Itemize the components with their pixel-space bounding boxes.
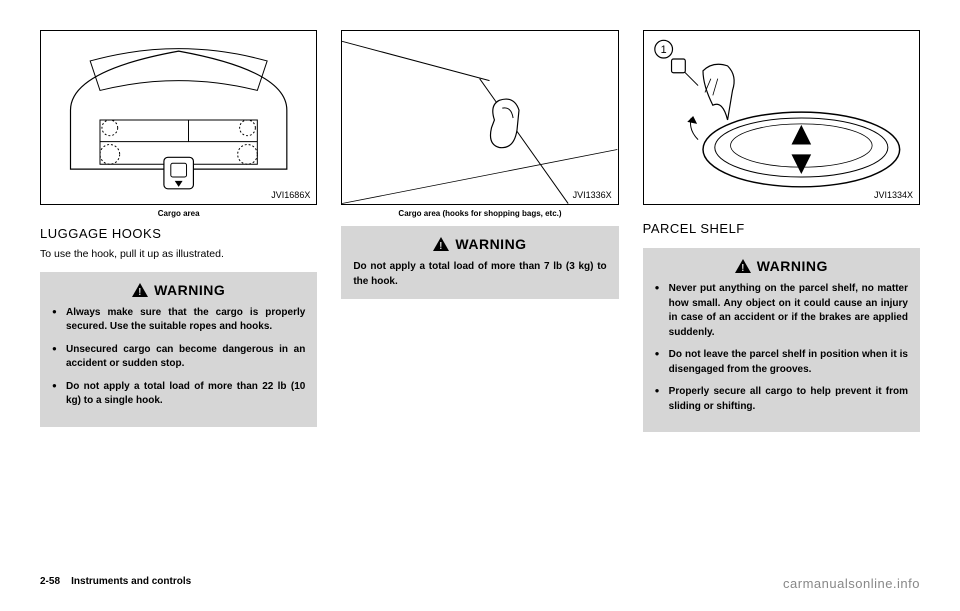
figure-shopping-hook: JVI1336X	[341, 30, 618, 205]
cargo-hatch-illustration	[41, 31, 316, 204]
watermark: carmanualsonline.info	[783, 576, 920, 591]
warning-item: Properly secure all cargo to help preven…	[655, 385, 908, 414]
page-footer: 2-58 Instruments and controls carmanuals…	[40, 576, 920, 591]
warning-label: WARNING	[455, 236, 526, 252]
warning-item: Never put anything on the parcel shelf, …	[655, 282, 908, 340]
warning-label: WARNING	[154, 282, 225, 298]
svg-text:!: !	[741, 263, 745, 273]
warning-heading: ! WARNING	[353, 236, 606, 252]
page-number: 2-58	[40, 576, 60, 587]
figure-parcel-shelf: 1 JVI1334X	[643, 30, 920, 205]
warning-triangle-icon: !	[132, 283, 148, 297]
figure-id: JVI1336X	[573, 190, 612, 200]
warning-item: Unsecured cargo can become dangerous in …	[52, 343, 305, 372]
footer-left: 2-58 Instruments and controls	[40, 576, 191, 591]
warning-item: Do not leave the parcel shelf in positio…	[655, 348, 908, 377]
warning-item: Do not apply a total load of more than 2…	[52, 380, 305, 409]
column-1: JVI1686X Cargo area LUGGAGE HOOKS To use…	[40, 30, 317, 570]
section-heading-parcel-shelf: PARCEL SHELF	[643, 221, 920, 236]
figure-caption: Cargo area	[40, 209, 317, 218]
hook-closeup-illustration	[342, 31, 617, 204]
warning-item: Always make sure that the cargo is prope…	[52, 306, 305, 335]
warning-heading: ! WARNING	[52, 282, 305, 298]
section-heading-luggage-hooks: LUGGAGE HOOKS	[40, 226, 317, 241]
figure-caption: Cargo area (hooks for shopping bags, etc…	[341, 209, 618, 218]
warning-triangle-icon: !	[735, 259, 751, 273]
warning-text: Do not apply a total load of more than 7…	[353, 260, 606, 289]
warning-heading: ! WARNING	[655, 258, 908, 274]
warning-list: Always make sure that the cargo is prope…	[52, 306, 305, 409]
warning-triangle-icon: !	[433, 237, 449, 251]
warning-list: Never put anything on the parcel shelf, …	[655, 282, 908, 414]
svg-text:!: !	[439, 241, 443, 251]
column-3: 1 JVI1334X PARCEL SHELF !	[643, 30, 920, 570]
warning-label: WARNING	[757, 258, 828, 274]
svg-text:!: !	[138, 287, 142, 297]
svg-text:1: 1	[660, 44, 666, 56]
body-text: To use the hook, pull it up as illustrat…	[40, 247, 317, 262]
warning-box-3: ! WARNING Never put anything on the parc…	[643, 248, 920, 432]
page-columns: JVI1686X Cargo area LUGGAGE HOOKS To use…	[40, 30, 920, 570]
figure-id: JVI1686X	[271, 190, 310, 200]
figure-id: JVI1334X	[874, 190, 913, 200]
footer-section: Instruments and controls	[71, 576, 191, 587]
column-2: JVI1336X Cargo area (hooks for shopping …	[341, 30, 618, 570]
parcel-shelf-illustration: 1	[644, 31, 919, 204]
warning-box-1: ! WARNING Always make sure that the carg…	[40, 272, 317, 427]
figure-cargo-area: JVI1686X	[40, 30, 317, 205]
warning-box-2: ! WARNING Do not apply a total load of m…	[341, 226, 618, 299]
